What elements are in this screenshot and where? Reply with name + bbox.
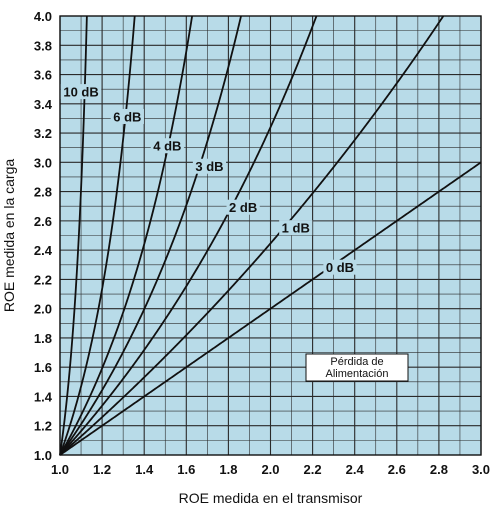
curve-label-bg xyxy=(226,199,260,215)
curve-6-db xyxy=(59,15,136,456)
y-tick-label: 1.6 xyxy=(34,360,52,375)
curve-label: 1 dB xyxy=(282,221,310,236)
y-tick-label: 2.0 xyxy=(34,302,52,317)
y-tick-label: 1.8 xyxy=(34,331,52,346)
curve-label: 0 dB xyxy=(326,260,354,275)
curve-3-db xyxy=(59,15,242,456)
curve-label: 3 dB xyxy=(195,159,223,174)
curve-2-db xyxy=(59,15,318,456)
curve-10-db xyxy=(59,15,88,456)
curve-label-bg xyxy=(279,220,313,236)
x-tick-label: 1.0 xyxy=(51,462,69,477)
x-axis-title: ROE medida en el transmisor xyxy=(179,490,363,506)
y-axis-title: ROE medida en la carga xyxy=(1,159,17,313)
y-tick-label: 3.8 xyxy=(34,38,52,53)
curve-4-db xyxy=(59,15,194,456)
plot-frame xyxy=(59,15,482,456)
y-tick-label: 1.2 xyxy=(34,419,52,434)
x-tick-label: 2.0 xyxy=(261,462,279,477)
x-tick-label: 3.0 xyxy=(472,462,490,477)
y-tick-label: 2.8 xyxy=(34,185,52,200)
x-tick-label: 2.4 xyxy=(346,462,365,477)
curve-0-db xyxy=(59,161,482,456)
curve-label: 10 dB xyxy=(63,85,98,100)
curve-label-bg xyxy=(150,138,184,154)
x-tick-labels: 1.0 1.2 1.4 1.6 1.8 2.0 2.2 2.4 2.6 2.8 3.0 xyxy=(51,462,490,477)
x-tick-label: 1.8 xyxy=(219,462,237,477)
y-tick-label: 2.6 xyxy=(34,214,52,229)
legend-text-line-1: Pérdida de xyxy=(330,356,383,368)
curve-label-bg xyxy=(60,84,102,100)
x-tick-label: 1.6 xyxy=(177,462,195,477)
curve-labels: 0 dB 1 dB 2 dB 3 dB 4 dB 6 dB 10 dB xyxy=(60,84,357,275)
legend-rect xyxy=(305,353,409,382)
x-tick-label: 1.4 xyxy=(135,462,154,477)
grid xyxy=(59,15,482,456)
y-tick-label: 1.4 xyxy=(34,389,53,404)
y-tick-label: 3.0 xyxy=(34,155,52,170)
curve-label-bg xyxy=(192,158,227,174)
y-tick-label: 1.0 xyxy=(34,448,52,463)
y-tick-label: 2.4 xyxy=(34,243,53,258)
curve-label-bg xyxy=(323,259,357,275)
y-tick-labels: 1.0 1.2 1.4 1.6 1.8 2.0 2.2 2.4 2.6 2.8 3.0 3.2 3.4 3… xyxy=(34,9,53,463)
legend-box: Pérdida de Alimentación xyxy=(305,353,409,382)
curve-label-bg xyxy=(110,108,144,124)
x-tick-label: 2.2 xyxy=(304,462,322,477)
x-tick-label: 1.2 xyxy=(93,462,111,477)
curve-label: 4 dB xyxy=(153,139,181,154)
y-tick-label: 2.2 xyxy=(34,272,52,287)
y-tick-label: 3.6 xyxy=(34,68,52,83)
x-tick-label: 2.6 xyxy=(388,462,406,477)
curve-1-db xyxy=(59,15,445,456)
legend-text-line-2: Alimentación xyxy=(326,368,389,380)
y-tick-label: 3.2 xyxy=(34,126,52,141)
y-tick-label: 4.0 xyxy=(34,9,52,24)
curves xyxy=(59,15,482,456)
x-tick-label: 2.8 xyxy=(430,462,448,477)
y-tick-label: 3.4 xyxy=(34,97,53,112)
curve-label: 2 dB xyxy=(229,200,257,215)
curve-label: 6 dB xyxy=(113,109,141,124)
